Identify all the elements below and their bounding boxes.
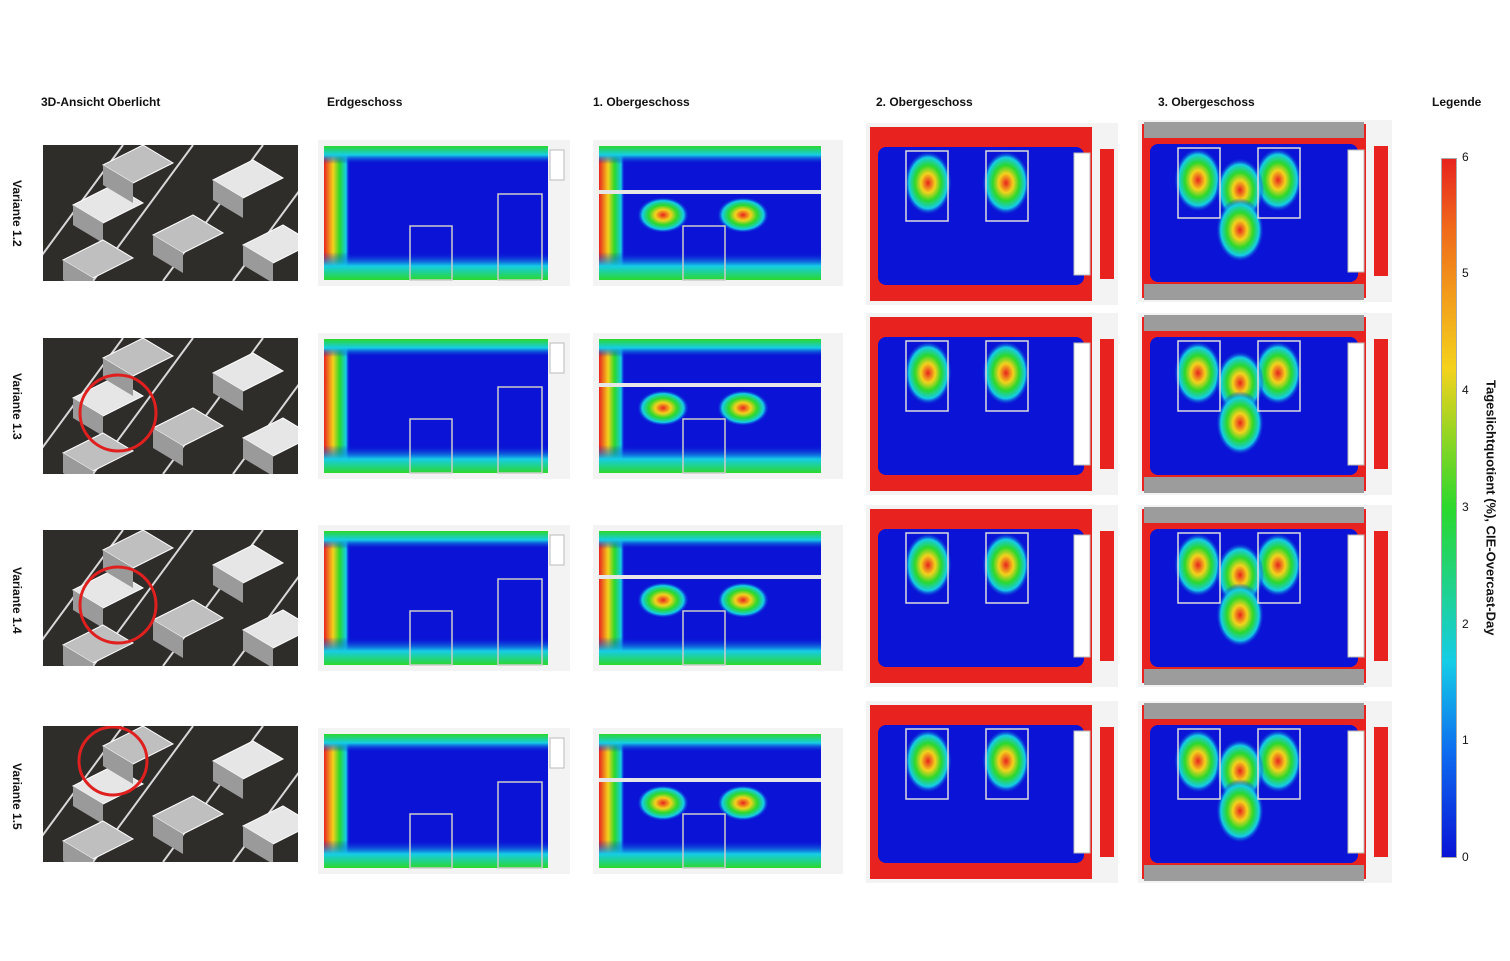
legend-color-scale xyxy=(1441,158,1457,858)
column-header-third-floor: 3. Obergeschoss xyxy=(1158,95,1255,109)
row-label-variante-1-4: Variante 1.4 xyxy=(10,566,24,634)
ground-floor-plan-variante-2 xyxy=(318,140,570,286)
second-floor-plan-variante-3 xyxy=(866,313,1118,495)
third-floor-plan-variante-4 xyxy=(1138,505,1392,687)
ground-floor-plan-variante-3 xyxy=(318,333,570,479)
first-floor-plan-variante-3 xyxy=(593,333,843,479)
third-floor-plan-variante-5 xyxy=(1138,701,1392,883)
third-floor-plan-variante-3 xyxy=(1138,313,1392,495)
row-label-variante-1-2: Variante 1.2 xyxy=(10,179,24,247)
ground-floor-plan-variante-5 xyxy=(318,728,570,874)
column-header-first-floor: 1. Obergeschoss xyxy=(593,95,690,109)
legend-tick-6: 6 xyxy=(1462,150,1469,164)
legend-tick-3: 3 xyxy=(1462,500,1469,514)
second-floor-plan-variante-2 xyxy=(866,123,1118,305)
ground-floor-plan-variante-4 xyxy=(318,525,570,671)
second-floor-plan-variante-4 xyxy=(866,505,1118,687)
legend-tick-4: 4 xyxy=(1462,383,1469,397)
column-header-second-floor: 2. Obergeschoss xyxy=(876,95,973,109)
legend-tick-0: 0 xyxy=(1462,850,1469,864)
legend-title: Tageslichtquotient (%), CIE-Overcast-Day xyxy=(1483,380,1499,636)
row-label-variante-1-3: Variante 1.3 xyxy=(10,372,24,440)
column-header-3d-view: 3D-Ansicht Oberlicht xyxy=(41,95,161,109)
column-header-ground-floor: Erdgeschoss xyxy=(327,95,403,109)
legend-tick-1: 1 xyxy=(1462,733,1469,747)
legend-tick-2: 2 xyxy=(1462,617,1469,631)
first-floor-plan-variante-4 xyxy=(593,525,843,671)
3d-view-variante-3 xyxy=(43,338,298,474)
first-floor-plan-variante-5 xyxy=(593,728,843,874)
first-floor-plan-variante-2 xyxy=(593,140,843,286)
column-header-legend: Legende xyxy=(1432,95,1482,109)
third-floor-plan-variante-2 xyxy=(1138,120,1392,302)
3d-view-variante-5 xyxy=(43,726,298,862)
3d-view-variante-4 xyxy=(43,530,298,666)
row-label-variante-1-5: Variante 1.5 xyxy=(10,762,24,830)
legend-tick-5: 5 xyxy=(1462,266,1469,280)
3d-view-variante-2 xyxy=(43,145,298,281)
second-floor-plan-variante-5 xyxy=(866,701,1118,883)
